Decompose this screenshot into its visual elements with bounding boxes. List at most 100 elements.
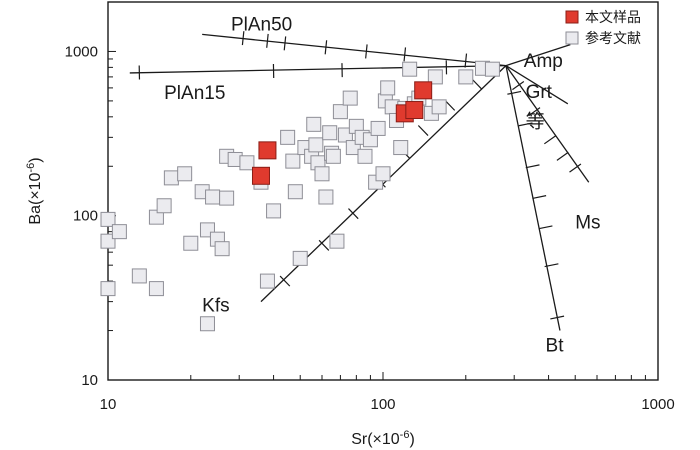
ref-point (100, 233, 116, 249)
legend-label: 参考文献 (585, 30, 641, 46)
vector-tick-ms (543, 135, 557, 145)
vector-tick-bt (550, 315, 565, 320)
ref-point (199, 316, 215, 332)
plot-frame (107, 1, 659, 381)
ref-point (219, 190, 235, 206)
ref-point (148, 209, 164, 225)
ref-point (308, 137, 324, 153)
ref-point (148, 281, 164, 297)
x-tick-label: 1000 (641, 396, 674, 413)
vector-tick-ms (556, 151, 569, 161)
vector-tick-kfs (471, 78, 483, 90)
ref-point (131, 268, 147, 284)
ref-point (111, 224, 127, 240)
vector-tick-kfs (318, 239, 330, 251)
sample-point (414, 81, 433, 100)
ref-point (375, 166, 391, 182)
vector-tick-plan50 (266, 33, 269, 48)
vector-tick-bt (525, 164, 540, 169)
ref-point (156, 198, 172, 214)
ref-point (325, 148, 341, 164)
ref-point (314, 166, 330, 182)
vector-label: 等 (526, 110, 545, 132)
x-tick-label: 10 (100, 396, 117, 413)
vector-label: Grt (526, 82, 553, 103)
data-points (100, 60, 500, 332)
ref-point (259, 273, 275, 289)
vector-line-amp (505, 44, 571, 67)
vector-line-plan50 (202, 33, 507, 67)
vector-line-plan15 (129, 64, 506, 74)
vector-tick-ms (512, 81, 525, 91)
sample-point (258, 141, 277, 160)
vector-tick-plan50 (403, 47, 407, 62)
vector-line-grt (505, 65, 569, 105)
vector-tick-bt (507, 90, 522, 95)
fractionation-vectors (129, 31, 590, 331)
vector-tick-plan50 (283, 36, 287, 51)
ref-point (163, 170, 179, 186)
vector-label: PlAn50 (231, 14, 292, 35)
vector-tick-bt (544, 263, 559, 268)
y-axis-title: Ba(×10-6) (25, 157, 44, 224)
ref-point (306, 116, 322, 132)
legend-marker (565, 10, 579, 24)
x-axis-title: Sr(×10-6) (351, 429, 415, 448)
ref-point (322, 125, 338, 141)
ref-point (100, 281, 116, 297)
vector-tick-kfs (417, 125, 429, 137)
y-tick-label: 1000 (65, 43, 98, 60)
vector-label: Bt (546, 335, 565, 356)
ref-point (380, 80, 396, 96)
x-tick-label: 100 (370, 396, 395, 413)
vector-tick-kfs (279, 275, 291, 287)
vector-tick-ms (528, 107, 541, 117)
vector-tick-ms (569, 163, 582, 173)
ref-point (100, 211, 116, 227)
ref-point (266, 203, 282, 219)
ref-point (362, 132, 378, 148)
vector-tick-plan50 (241, 31, 245, 46)
ref-point (458, 69, 474, 85)
vector-label: Kfs (202, 296, 229, 317)
ref-point (402, 61, 418, 77)
ref-point (342, 90, 358, 106)
vector-tick-plan50 (365, 44, 368, 59)
ref-point (332, 104, 348, 120)
ref-point (239, 155, 255, 171)
ref-point (177, 166, 193, 182)
ref-point (393, 140, 409, 156)
ref-point (292, 250, 308, 266)
vector-tick-bt (518, 122, 533, 127)
ref-point (280, 129, 296, 145)
vector-tick-plan50 (324, 40, 328, 55)
ref-point (329, 233, 345, 249)
ref-point (285, 153, 301, 169)
ref-point (431, 99, 447, 115)
ref-point (183, 235, 199, 251)
ref-point (357, 148, 373, 164)
vector-tick-bt (532, 195, 547, 199)
ref-point (205, 189, 221, 205)
y-tick-label: 100 (73, 208, 98, 225)
vector-tick-plan50 (464, 53, 468, 68)
vector-labels: PlAn50 PlAn15 Kfs Amp Grt 等 Ms Bt (164, 14, 600, 356)
vector-label: PlAn15 (164, 83, 225, 104)
sample-point (251, 166, 270, 185)
vector-label: Amp (524, 51, 563, 72)
ref-point (484, 61, 500, 77)
ref-point (427, 69, 443, 85)
axis-text: 10 100 1000 10 100 1000 Sr(×10-6) Ba(×10-6) (25, 43, 675, 448)
legend-marker (565, 31, 579, 45)
ref-point (214, 241, 230, 257)
ref-point (287, 184, 303, 200)
vector-tick-bt (538, 225, 553, 230)
ref-point (318, 189, 334, 205)
vector-tick-kfs (348, 208, 359, 220)
ref-point (370, 120, 386, 136)
sample-point (405, 101, 424, 120)
vector-label: Ms (575, 212, 600, 233)
y-tick-label: 10 (81, 372, 98, 389)
